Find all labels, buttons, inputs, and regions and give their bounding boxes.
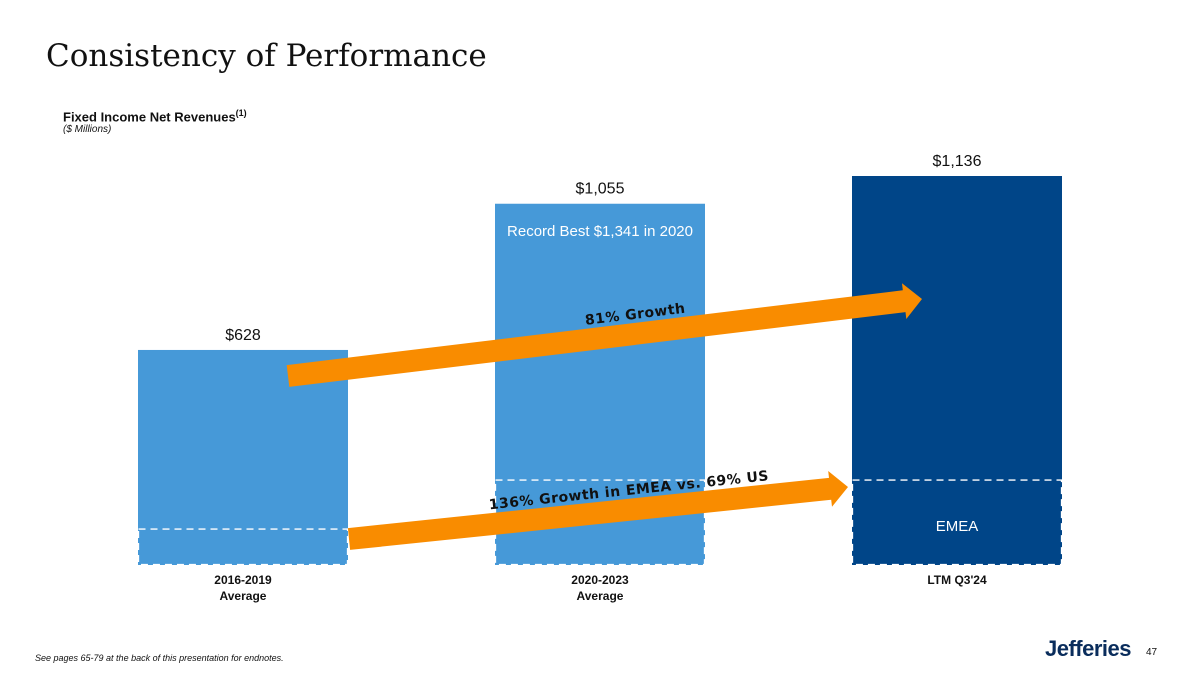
- emea-segment-3: [851, 479, 1063, 566]
- page-number: 47: [1146, 647, 1158, 658]
- value-label-2: $1,055: [576, 181, 625, 198]
- arrows-layer: [286, 283, 922, 550]
- emea-segment-label: EMEA: [936, 518, 979, 535]
- emea-segment-1: [137, 528, 349, 566]
- category-sublabel-2: Average: [577, 589, 624, 603]
- category-label-2: 2020-2023: [571, 573, 629, 587]
- chart-subtitle: Fixed Income Net Revenues(1): [63, 108, 247, 124]
- value-label-3: $1,136: [933, 153, 982, 170]
- value-label-1: $628: [225, 327, 261, 344]
- page-title: Consistency of Performance: [46, 38, 487, 74]
- bars-layer: [137, 176, 1063, 566]
- growth-arrow: [286, 283, 922, 387]
- chart-subtitle-text: Fixed Income Net Revenues: [63, 109, 236, 125]
- record-best-note: Record Best $1,341 in 2020: [507, 223, 693, 240]
- bar-3: [852, 176, 1062, 565]
- endnote-reference: (1): [235, 108, 247, 118]
- jefferies-logo: Jefferies: [1045, 636, 1132, 661]
- category-label-3: LTM Q3'24: [927, 573, 987, 587]
- category-label-1: 2016-2019: [214, 573, 272, 587]
- emea-growth-arrow: [347, 471, 848, 550]
- chart-units: ($ Millions): [63, 124, 112, 135]
- footnote: See pages 65-79 at the back of this pres…: [35, 653, 284, 663]
- category-sublabel-1: Average: [220, 589, 267, 603]
